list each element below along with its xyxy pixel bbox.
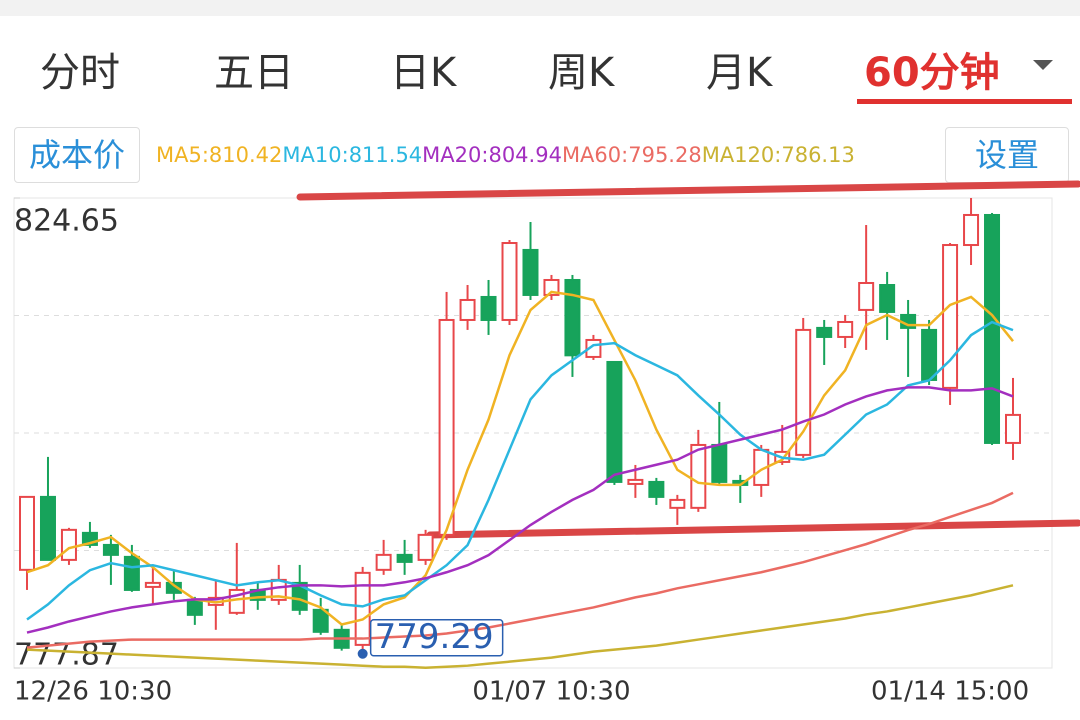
candle-body xyxy=(921,328,938,381)
tab[interactable]: 五日 xyxy=(214,50,294,96)
candle-body xyxy=(123,555,140,591)
tab-active[interactable]: 60分钟 xyxy=(864,50,1000,96)
candle-body xyxy=(627,478,644,485)
candle-body xyxy=(375,553,392,571)
ma-line xyxy=(26,584,1014,669)
candle-body xyxy=(291,581,308,611)
candle-body xyxy=(19,495,35,571)
candle-body xyxy=(438,318,455,536)
drawn-line xyxy=(426,519,1080,539)
tab[interactable]: 月K xyxy=(706,50,773,96)
candle-body xyxy=(879,284,896,313)
ma-line xyxy=(26,386,1014,634)
candle-body xyxy=(816,326,833,338)
candle-body xyxy=(396,553,413,563)
legend-entry: MA5:810.42 xyxy=(156,143,282,167)
y-tick-label: 824.65 xyxy=(14,204,119,239)
candle-body xyxy=(102,543,119,556)
candle-body xyxy=(39,495,56,561)
settings-button[interactable]: 设置 xyxy=(945,127,1069,183)
candle-body xyxy=(837,320,854,338)
candle-body xyxy=(60,528,77,561)
x-tick-label: 01/07 10:30 xyxy=(472,677,630,707)
candle-body xyxy=(564,278,581,357)
low-annotation: 779.29 xyxy=(375,617,494,657)
candle-body xyxy=(690,443,707,509)
x-tick-label: 12/26 10:30 xyxy=(14,677,172,707)
tab[interactable]: 日K xyxy=(390,50,457,96)
candle-body xyxy=(480,295,497,321)
drawn-line xyxy=(296,180,1080,201)
candle-body xyxy=(606,360,623,483)
tab-underline xyxy=(857,99,1072,104)
candle-body xyxy=(669,498,686,509)
ma-line xyxy=(26,290,1014,626)
candle-body xyxy=(942,244,959,389)
legend-entry: MA20:804.94 xyxy=(422,143,562,167)
candle-body xyxy=(144,581,161,588)
candle-body xyxy=(1005,413,1021,444)
legend-entry: MA60:795.28 xyxy=(562,143,702,167)
status-strip xyxy=(0,0,1080,16)
legend-entry: MA10:811.54 xyxy=(282,143,422,167)
candle-body xyxy=(858,281,875,311)
candle-body xyxy=(459,298,476,321)
candle-body xyxy=(648,480,665,498)
legend: MA5:810.42MA10:811.54MA20:804.94MA60:795… xyxy=(156,143,855,167)
candle-body xyxy=(522,248,539,296)
candle-body xyxy=(711,443,728,483)
x-tick-label: 01/14 15:00 xyxy=(871,677,1029,707)
dropdown-caret[interactable] xyxy=(1033,60,1053,70)
tab[interactable]: 周K xyxy=(548,50,615,96)
cost-price-button[interactable]: 成本价 xyxy=(14,127,140,183)
candle-body xyxy=(501,242,518,321)
candle-body xyxy=(417,533,434,561)
candle-body xyxy=(963,213,980,247)
candle-body xyxy=(312,608,329,633)
legend-entry: MA120:786.13 xyxy=(702,143,855,167)
candle-body xyxy=(186,598,203,616)
tab[interactable]: 分时 xyxy=(40,50,120,96)
ma-line xyxy=(26,320,1014,621)
candle-body xyxy=(984,213,1001,444)
ma-line xyxy=(26,491,1014,649)
candle-body xyxy=(354,571,371,646)
candle-body xyxy=(165,581,182,594)
low-marker xyxy=(357,648,368,659)
low-annotation-box xyxy=(369,618,504,657)
